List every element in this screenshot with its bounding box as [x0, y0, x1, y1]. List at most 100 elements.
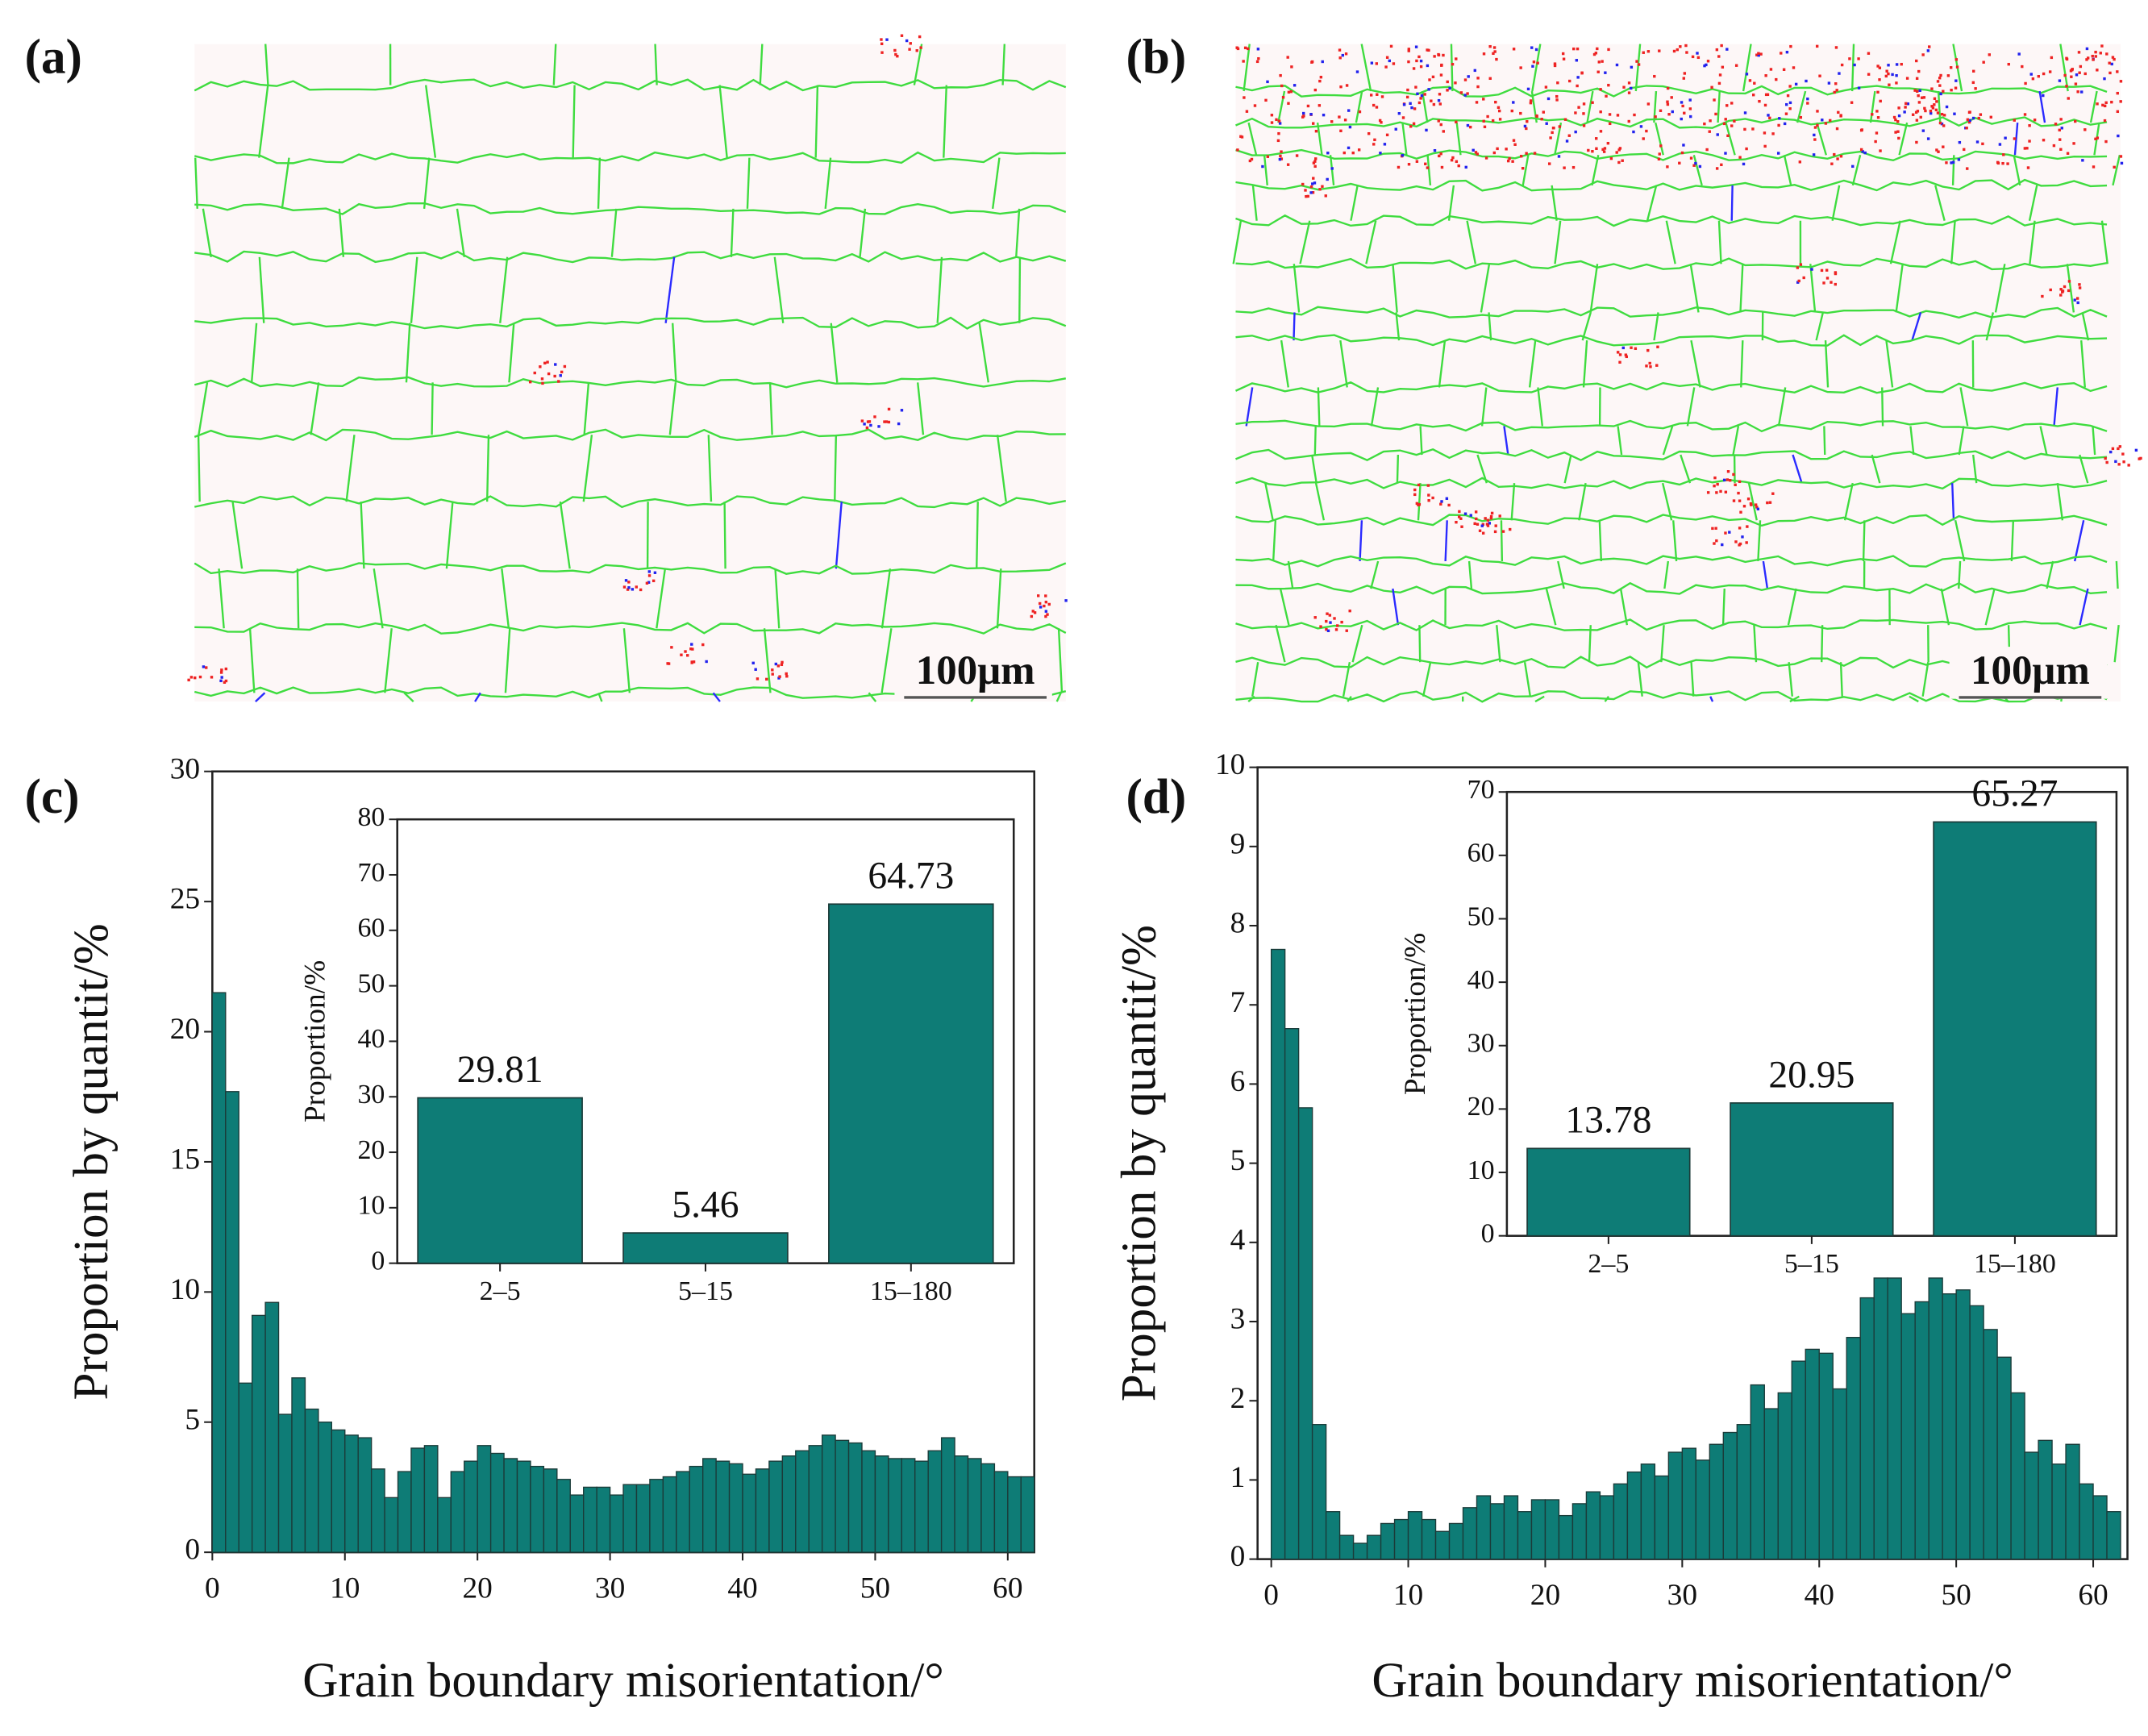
grain-boundary	[1823, 426, 1826, 456]
grain-boundary	[194, 250, 1067, 264]
low-angle-boundary	[1742, 162, 1746, 166]
low-angle-boundary	[1734, 540, 1738, 543]
histogram-bar	[2024, 1451, 2039, 1560]
low-angle-boundary	[2073, 298, 2076, 302]
low-angle-boundary	[1924, 109, 1927, 113]
low-angle-boundary	[1754, 503, 1758, 506]
low-angle-boundary	[1414, 45, 1418, 48]
low-angle-boundary	[1433, 55, 1436, 58]
low-angle-boundary	[1649, 365, 1652, 368]
low-angle-boundary	[1309, 191, 1313, 194]
histogram-bar	[397, 1471, 412, 1553]
grain-boundary	[1395, 312, 1401, 341]
histogram-bar	[1846, 1336, 1861, 1560]
low-angle-boundary	[1547, 162, 1551, 165]
low-angle-boundary	[1043, 604, 1046, 608]
low-angle-boundary	[900, 409, 904, 412]
histogram-bar	[1558, 1514, 1574, 1560]
x-tick-label: 10	[1393, 1579, 1423, 1612]
low-angle-boundary	[1551, 131, 1554, 135]
histogram-bar	[1284, 1028, 1300, 1560]
low-angle-boundary	[1632, 130, 1635, 134]
grain-boundary	[773, 256, 785, 323]
low-angle-boundary	[1746, 525, 1749, 528]
grain-boundary	[1796, 90, 1807, 123]
low-angle-boundary	[1938, 84, 1942, 87]
low-angle-boundary	[1646, 348, 1650, 352]
low-angle-boundary	[1426, 484, 1430, 487]
grain-boundary	[1055, 692, 1062, 702]
low-angle-boundary	[1312, 122, 1315, 125]
low-angle-boundary	[2017, 52, 2021, 56]
low-angle-boundary	[1867, 73, 1871, 76]
grain-boundary	[712, 692, 721, 702]
histogram-bar	[264, 1301, 280, 1553]
low-angle-boundary	[1339, 129, 1342, 133]
low-angle-boundary	[1255, 60, 1259, 64]
low-angle-boundary	[1336, 624, 1339, 627]
grain-boundary	[194, 376, 1067, 389]
low-angle-boundary	[1678, 161, 1681, 164]
histogram-bar	[901, 1458, 916, 1553]
low-angle-boundary	[1278, 122, 1282, 125]
grain-boundary	[824, 157, 832, 209]
low-angle-boundary	[1314, 157, 1318, 160]
low-angle-boundary	[1830, 281, 1833, 284]
grain-boundary	[1554, 220, 1562, 264]
low-angle-boundary	[1745, 541, 1748, 544]
low-angle-boundary	[1326, 177, 1329, 181]
low-angle-boundary	[1897, 106, 1900, 110]
low-angle-boundary	[1834, 271, 1838, 274]
low-angle-boundary	[1439, 73, 1443, 77]
low-angle-boundary	[645, 581, 649, 585]
grain-boundary	[1661, 482, 1673, 521]
histogram-bar	[1695, 1459, 1711, 1560]
histogram-bar	[344, 1434, 359, 1553]
low-angle-boundary	[1914, 110, 1918, 114]
low-angle-boundary	[1322, 113, 1326, 117]
low-angle-boundary	[1545, 122, 1548, 125]
low-angle-boundary	[2061, 290, 2064, 293]
low-angle-boundary	[2083, 72, 2087, 76]
low-angle-boundary	[1576, 84, 1579, 88]
grain-boundary	[913, 44, 923, 85]
low-angle-boundary	[1713, 98, 1716, 102]
low-angle-boundary	[684, 650, 687, 653]
low-angle-boundary	[896, 54, 899, 58]
low-angle-boundary	[2050, 56, 2054, 60]
low-angle-boundary	[2007, 62, 2010, 66]
low-angle-boundary	[1821, 119, 1824, 122]
grain-boundary	[1447, 185, 1455, 221]
grain-boundary	[501, 568, 510, 629]
low-angle-boundary	[1440, 165, 1444, 169]
histogram-bar	[1763, 1408, 1779, 1560]
low-angle-boundary	[1896, 130, 1900, 133]
low-angle-boundary	[1313, 88, 1318, 92]
low-angle-boundary	[1576, 76, 1580, 79]
low-angle-boundary	[1775, 77, 1778, 81]
grain-boundary	[1783, 155, 1792, 186]
low-angle-boundary	[1046, 613, 1049, 616]
grain-boundary	[194, 157, 198, 209]
low-angle-boundary	[918, 35, 922, 39]
histogram-bar	[211, 992, 227, 1553]
low-angle-boundary	[1385, 56, 1389, 59]
low-angle-boundary	[1510, 109, 1513, 113]
histogram-bar	[622, 1484, 638, 1553]
low-angle-boundary	[1351, 151, 1355, 155]
low-angle-boundary	[1630, 346, 1633, 349]
low-angle-boundary	[1922, 96, 1926, 99]
low-angle-boundary	[1304, 189, 1307, 192]
grain-boundary	[2115, 560, 2119, 589]
low-angle-boundary	[1955, 65, 1959, 69]
low-angle-boundary	[1911, 113, 1915, 116]
low-angle-boundary	[1683, 111, 1686, 114]
histogram-bar	[1270, 948, 1286, 1560]
low-angle-boundary	[1625, 355, 1628, 359]
low-angle-boundary	[1771, 492, 1775, 495]
histogram-bar	[423, 1445, 439, 1553]
grain-boundary	[668, 382, 677, 435]
low-angle-boundary	[1437, 119, 1440, 123]
grain-boundary	[1355, 90, 1363, 123]
y-tick-label: 10	[357, 1191, 385, 1221]
